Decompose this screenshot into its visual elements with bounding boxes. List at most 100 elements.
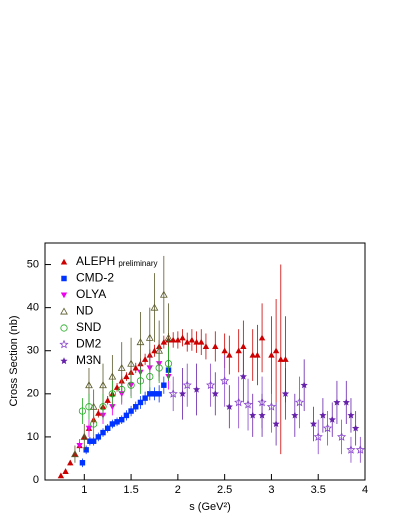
marker bbox=[322, 423, 333, 433]
marker bbox=[95, 434, 102, 440]
marker bbox=[119, 416, 125, 423]
legend-label: ND bbox=[76, 304, 94, 318]
legend-note: preliminary bbox=[118, 259, 157, 268]
legend-label: DM2 bbox=[76, 337, 102, 351]
marker bbox=[62, 468, 69, 474]
marker bbox=[79, 460, 86, 466]
marker bbox=[333, 398, 341, 406]
marker bbox=[168, 388, 178, 398]
marker bbox=[127, 359, 135, 367]
marker bbox=[272, 347, 280, 354]
marker bbox=[100, 429, 106, 436]
marker bbox=[178, 390, 187, 397]
marker bbox=[160, 338, 168, 345]
marker bbox=[108, 372, 117, 380]
marker bbox=[249, 411, 257, 419]
legend-label: M3N bbox=[76, 353, 101, 367]
marker bbox=[123, 373, 130, 380]
marker bbox=[99, 381, 107, 389]
marker bbox=[300, 381, 308, 389]
marker bbox=[249, 351, 256, 358]
marker bbox=[136, 377, 145, 385]
legend-marker bbox=[60, 324, 68, 332]
marker bbox=[346, 445, 356, 454]
marker bbox=[108, 390, 116, 398]
marker bbox=[104, 397, 111, 403]
y-axis-label: Cross Section (nb) bbox=[8, 315, 20, 406]
marker bbox=[76, 442, 83, 449]
marker bbox=[212, 343, 219, 349]
legend-label: OLYA bbox=[76, 287, 106, 301]
marker bbox=[313, 432, 323, 441]
legend-marker bbox=[60, 357, 68, 365]
marker bbox=[128, 408, 134, 414]
x-tick-label: 1 bbox=[81, 484, 87, 496]
marker bbox=[192, 385, 201, 393]
marker bbox=[198, 338, 205, 345]
marker bbox=[169, 336, 177, 343]
legend-marker bbox=[60, 307, 68, 315]
marker bbox=[266, 401, 277, 411]
x-tick-label: 3 bbox=[268, 484, 274, 496]
marker bbox=[164, 333, 173, 341]
marker bbox=[234, 397, 244, 407]
marker bbox=[282, 356, 289, 362]
marker bbox=[156, 391, 162, 397]
x-tick-label: 2 bbox=[175, 484, 181, 496]
marker bbox=[258, 334, 266, 341]
marker bbox=[291, 411, 299, 419]
x-tick-label: 4 bbox=[362, 484, 368, 496]
marker bbox=[71, 450, 79, 458]
marker bbox=[123, 412, 130, 419]
marker bbox=[352, 424, 360, 432]
y-tick-label: 0 bbox=[33, 474, 39, 486]
marker bbox=[202, 343, 210, 349]
marker bbox=[164, 360, 173, 368]
marker bbox=[85, 425, 93, 432]
marker bbox=[104, 425, 111, 432]
y-tick-label: 10 bbox=[27, 431, 39, 443]
marker bbox=[147, 391, 153, 397]
legend-marker bbox=[60, 258, 68, 265]
marker bbox=[294, 397, 305, 407]
marker bbox=[309, 420, 318, 428]
marker bbox=[83, 447, 89, 453]
legend-label: ALEPH bbox=[76, 254, 115, 268]
marker bbox=[109, 421, 116, 427]
marker bbox=[226, 351, 233, 358]
x-axis-label: s (GeV²) bbox=[189, 501, 231, 513]
marker bbox=[114, 419, 120, 425]
marker bbox=[132, 364, 139, 371]
x-tick-label: 3.5 bbox=[311, 484, 326, 496]
marker bbox=[211, 390, 219, 397]
marker bbox=[235, 347, 242, 354]
marker bbox=[258, 411, 266, 419]
marker bbox=[159, 290, 168, 298]
y-tick-label: 40 bbox=[27, 302, 39, 314]
marker bbox=[109, 404, 116, 410]
marker bbox=[90, 438, 97, 444]
y-tick-label: 30 bbox=[27, 345, 39, 357]
marker bbox=[328, 415, 336, 423]
marker bbox=[118, 385, 126, 394]
marker bbox=[221, 347, 228, 354]
marker bbox=[161, 382, 167, 388]
marker bbox=[95, 410, 102, 416]
marker bbox=[347, 411, 355, 419]
legend-label: CMD-2 bbox=[76, 271, 114, 285]
marker bbox=[133, 404, 139, 410]
legend-label: SND bbox=[76, 320, 102, 334]
marker bbox=[151, 347, 158, 354]
marker bbox=[268, 351, 275, 358]
marker bbox=[336, 432, 347, 441]
marker bbox=[155, 364, 163, 372]
marker bbox=[277, 356, 284, 362]
marker bbox=[342, 398, 350, 406]
marker bbox=[220, 376, 230, 385]
marker bbox=[182, 380, 192, 390]
marker bbox=[137, 399, 144, 406]
x-tick-label: 1.5 bbox=[123, 484, 138, 496]
plot-frame bbox=[44, 242, 366, 481]
marker bbox=[136, 338, 145, 346]
